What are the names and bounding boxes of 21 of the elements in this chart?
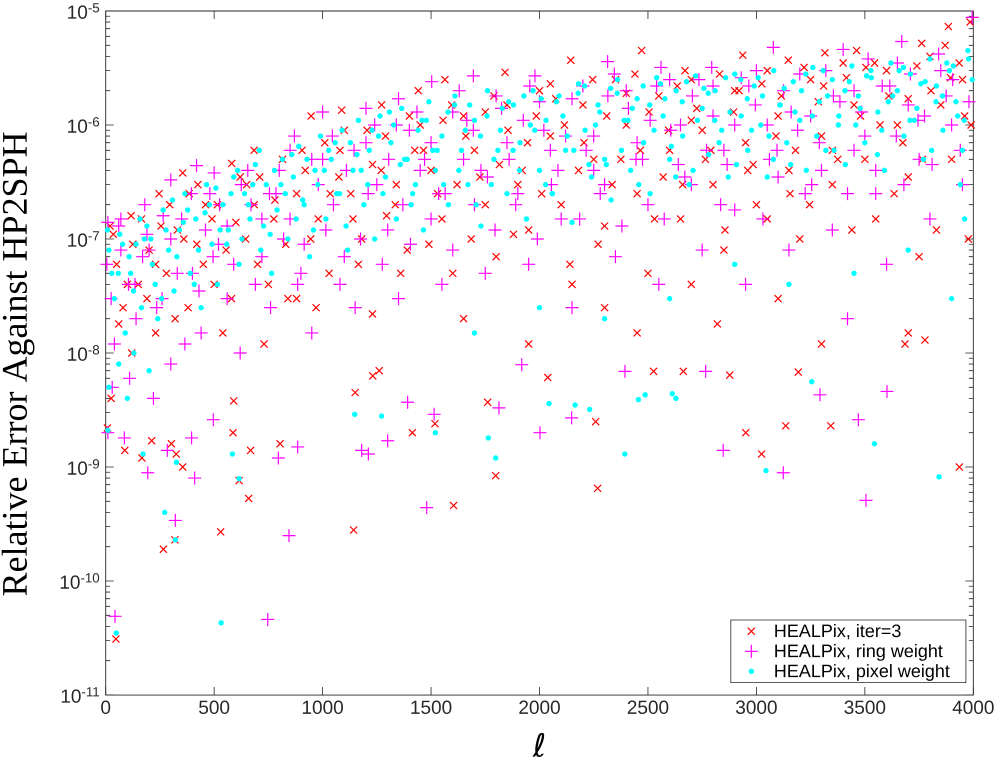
x-tick-label: 500 xyxy=(199,700,230,714)
legend-label: HEALPix, iter=3 xyxy=(775,624,901,640)
x-axis-title: ℓ xyxy=(532,732,544,758)
x-tick-label: 4000 xyxy=(952,700,994,714)
y-tick-label: 10$^{-11}$ xyxy=(62,687,100,703)
y-tick-label: 10$^{-8}$ xyxy=(68,345,100,361)
y-tick-label: 10$^{-9}$ xyxy=(68,459,100,475)
legend-label: HEALPix, pixel weight xyxy=(775,664,950,681)
x-tick-label: 3000 xyxy=(736,700,777,714)
y-tick-label: 10$^{-6}$ xyxy=(68,117,100,133)
y-tick-label: 10$^{-10}$ xyxy=(60,573,100,589)
x-tick-label: 3500 xyxy=(844,700,886,714)
y-axis-title: Relative Error Against HP2SPH xyxy=(2,132,34,596)
legend-label: HEALPix, ring weight xyxy=(775,644,943,661)
x-tick-label: 1500 xyxy=(411,700,452,714)
y-tick-label: 10$^{-5}$ xyxy=(68,3,100,19)
y-tick-label: 10$^{-7}$ xyxy=(68,231,99,247)
x-tick-label: 1000 xyxy=(302,700,343,714)
x-tick-label: 0 xyxy=(101,700,110,714)
x-tick-label: 2000 xyxy=(519,700,560,714)
x-tick-label: 2500 xyxy=(628,700,668,714)
